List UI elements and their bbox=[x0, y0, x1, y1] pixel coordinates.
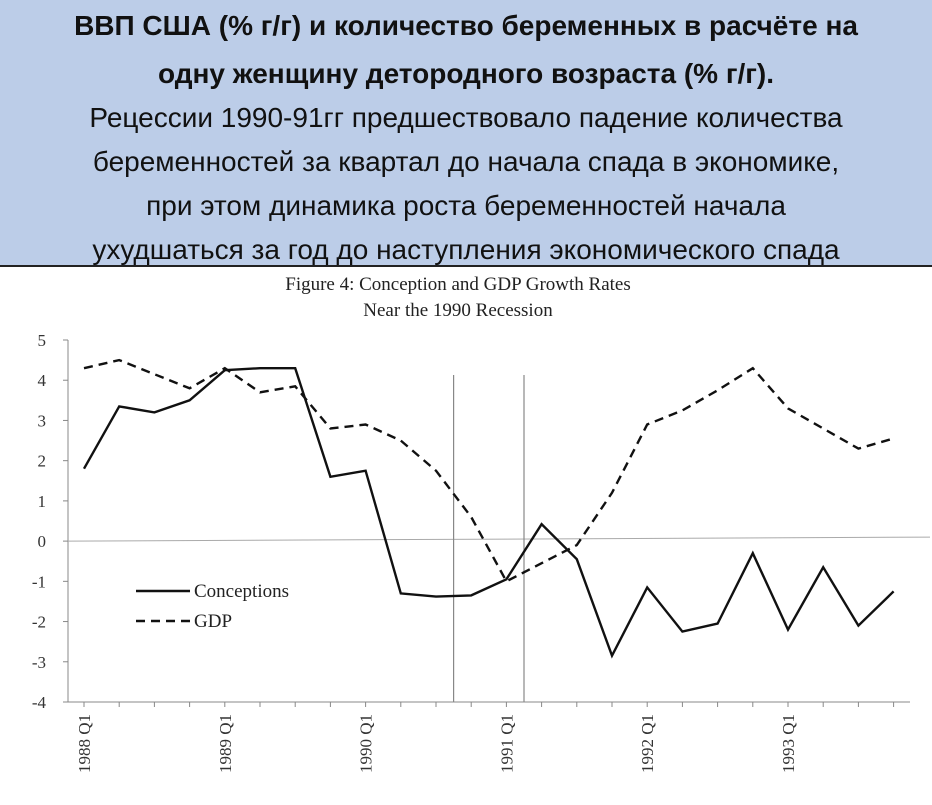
chart-title: Figure 4: Conception and GDP Growth Rate… bbox=[285, 274, 630, 295]
divider bbox=[0, 265, 932, 267]
x-tick-label: 1990 Q1 bbox=[357, 714, 376, 773]
x-tick-label: 1989 Q1 bbox=[216, 714, 235, 773]
caption-title-line-2: одну женщину детородного возраста (% г/г… bbox=[157, 58, 775, 89]
x-tick-label: 1993 Q1 bbox=[779, 714, 798, 773]
chart-area: Figure 4: Conception and GDP Growth Rate… bbox=[0, 267, 932, 805]
series-line-gdp bbox=[83, 358, 894, 583]
axes: 5 4 3 2 1 0 -1 -2 -3 -4 1988 Q1 1989 Q1 1990 Q1 1991 … bbox=[32, 331, 931, 773]
recession-markers bbox=[453, 375, 525, 702]
caption-text-line-2: беременностей за квартал до начала спада… bbox=[92, 146, 840, 177]
y-tick-label: 3 bbox=[38, 411, 47, 430]
series-group bbox=[82, 358, 895, 659]
y-tick-label: -2 bbox=[32, 613, 46, 632]
y-tick-label: -4 bbox=[32, 693, 47, 712]
y-tick-label: -3 bbox=[32, 653, 46, 672]
x-tick-label: 1988 Q1 bbox=[75, 714, 94, 773]
legend: Conceptions GDP bbox=[136, 581, 289, 632]
caption-title-line-1: ВВП США (% г/г) и количество беременных … bbox=[74, 10, 858, 41]
y-tick-label: 0 bbox=[38, 532, 47, 551]
series-line-conceptions bbox=[82, 366, 895, 659]
y-tick-label: 2 bbox=[38, 452, 47, 471]
y-tick-label: 4 bbox=[38, 371, 47, 390]
legend-label-gdp: GDP bbox=[194, 611, 232, 632]
caption-text-line-4: ухудшаться за год до наступления экономи… bbox=[92, 234, 840, 265]
zero-line bbox=[67, 536, 931, 542]
y-tick-label: 5 bbox=[38, 331, 47, 350]
legend-label-conceptions: Conceptions bbox=[194, 581, 289, 602]
caption-text-line-1: Рецессии 1990-91гг предшествовало падени… bbox=[89, 102, 843, 133]
caption-panel: ВВП США (% г/г) и количество беременных … bbox=[0, 0, 932, 265]
x-tick-label: 1991 Q1 bbox=[497, 714, 516, 773]
chart-subtitle: Near the 1990 Recession bbox=[363, 300, 553, 321]
chart-svg: Figure 4: Conception and GDP Growth Rate… bbox=[32, 274, 931, 773]
y-tick-label: 1 bbox=[38, 492, 47, 511]
caption-text-line-3: при этом динамика роста беременностей на… bbox=[146, 190, 786, 221]
x-tick-label: 1992 Q1 bbox=[638, 714, 657, 773]
y-tick-label: -1 bbox=[32, 572, 46, 591]
